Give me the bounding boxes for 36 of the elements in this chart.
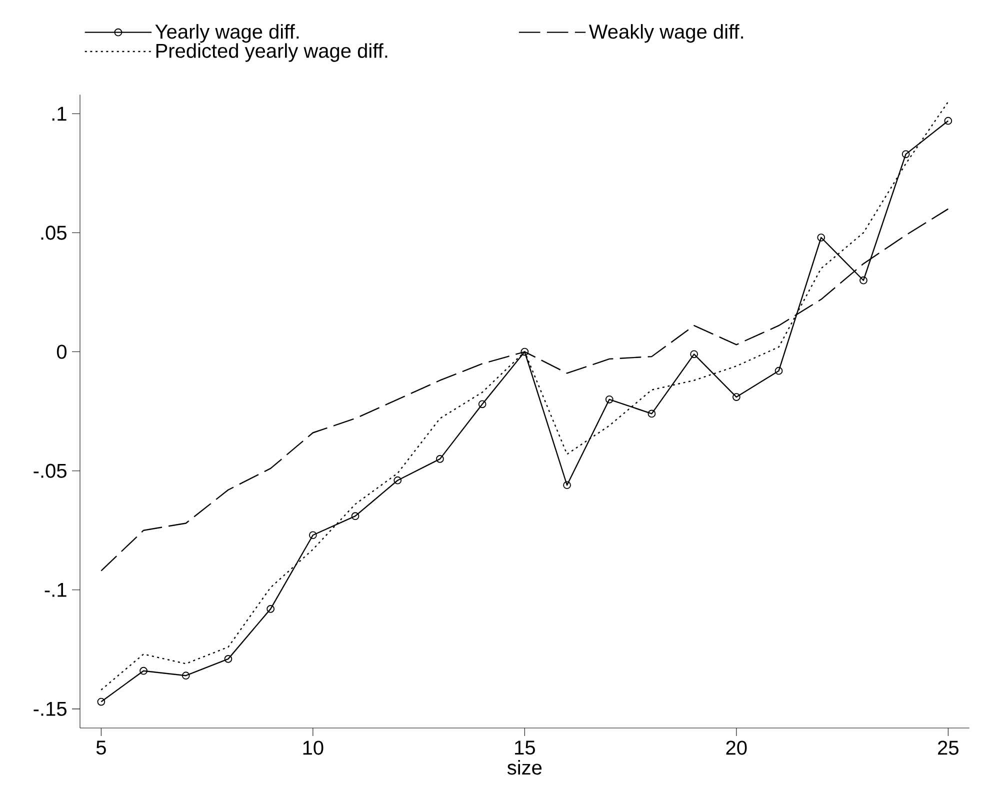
point — [140, 666, 148, 675]
legend-label: Weakly wage diff. — [588, 24, 744, 43]
point — [394, 476, 402, 484]
y-tick-label: 0 — [56, 344, 66, 359]
legend-label: Predicted yearly wage diff. — [156, 43, 388, 62]
point — [902, 150, 910, 158]
point — [478, 400, 486, 408]
point — [817, 234, 826, 242]
y-tick-label: .1 — [52, 106, 66, 121]
x-tick-label: 20 — [726, 740, 747, 755]
point — [690, 350, 698, 358]
point — [436, 455, 444, 463]
y-tick-label: -.1 — [44, 583, 66, 597]
point — [605, 395, 614, 404]
point — [351, 512, 360, 520]
point — [520, 348, 529, 356]
point — [182, 672, 190, 680]
point — [224, 655, 232, 663]
x-axis-title: size — [507, 760, 542, 775]
point — [97, 698, 106, 706]
point — [944, 116, 952, 125]
x-tick-label: 25 — [938, 740, 958, 755]
point — [732, 393, 740, 401]
x-tick-label: 5 — [96, 740, 106, 755]
x-tick-label: 15 — [515, 740, 535, 755]
point — [563, 481, 571, 490]
x-tick-label: 10 — [303, 740, 324, 755]
point — [648, 410, 656, 418]
point — [774, 366, 783, 375]
y-tick-label: -.05 — [34, 464, 66, 478]
point — [266, 605, 275, 613]
point — [860, 276, 868, 284]
y-tick-label: .05 — [41, 226, 66, 240]
y-tick-label: -.15 — [34, 702, 66, 716]
point — [308, 531, 317, 540]
legend-label: Yearly wage diff. — [155, 24, 299, 43]
